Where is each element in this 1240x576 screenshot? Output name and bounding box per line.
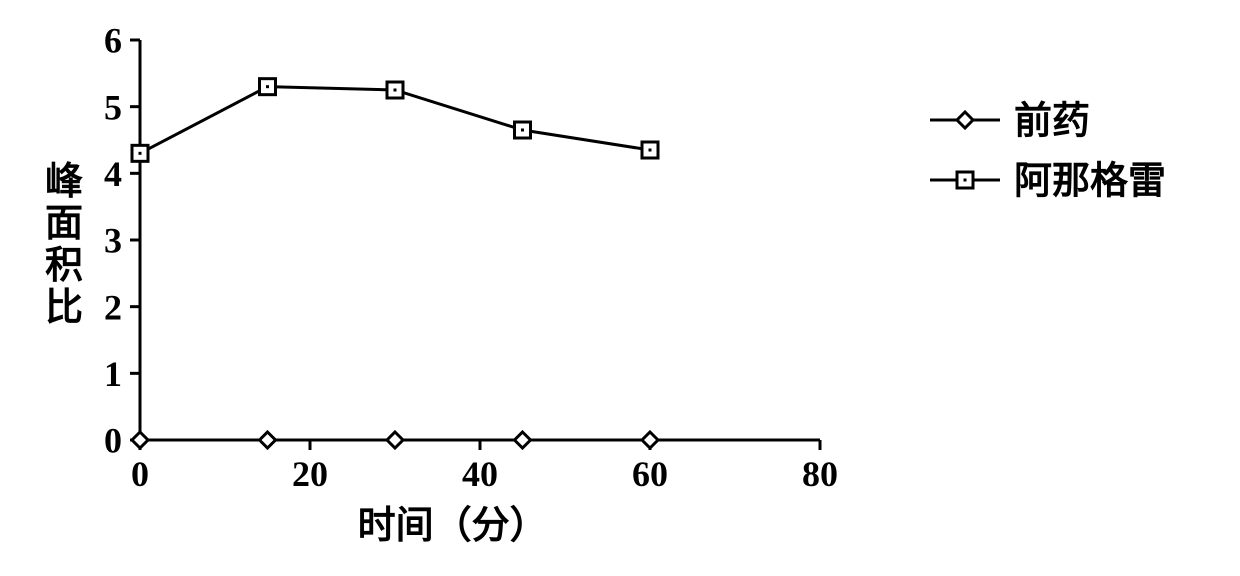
data-marker [387, 432, 403, 448]
y-tick-label: 3 [104, 221, 122, 261]
y-tick-label: 5 [104, 87, 122, 127]
y-tick-label: 6 [104, 21, 122, 61]
y-axis-title-char: 比 [45, 287, 83, 329]
y-tick-label: 0 [104, 421, 122, 461]
y-axis-title-char: 积 [45, 245, 83, 287]
x-tick-label: 40 [462, 454, 498, 494]
y-tick-label: 2 [104, 287, 122, 327]
data-marker [515, 432, 531, 448]
y-tick-label: 4 [104, 154, 122, 194]
legend-label: 前药 [1014, 100, 1090, 142]
data-marker [957, 112, 973, 128]
x-axis-title: 时间（分） [358, 505, 548, 547]
y-tick-label: 1 [104, 354, 122, 394]
line-chart: 0 20 40 60 80 时间（分） 0 1 2 3 4 5 6 峰面积比 前药阿那格雷 [0, 0, 1240, 576]
x-tick-label: 80 [802, 454, 838, 494]
data-marker [642, 432, 658, 448]
x-tick-label: 0 [131, 454, 149, 494]
legend-label: 阿那格雷 [1014, 160, 1166, 202]
data-marker [132, 432, 148, 448]
data-marker [260, 432, 276, 448]
x-tick-label: 20 [292, 454, 328, 494]
x-tick-label: 60 [632, 454, 668, 494]
y-axis-title-char: 峰 [45, 161, 83, 203]
y-axis-title-char: 面 [45, 203, 83, 245]
